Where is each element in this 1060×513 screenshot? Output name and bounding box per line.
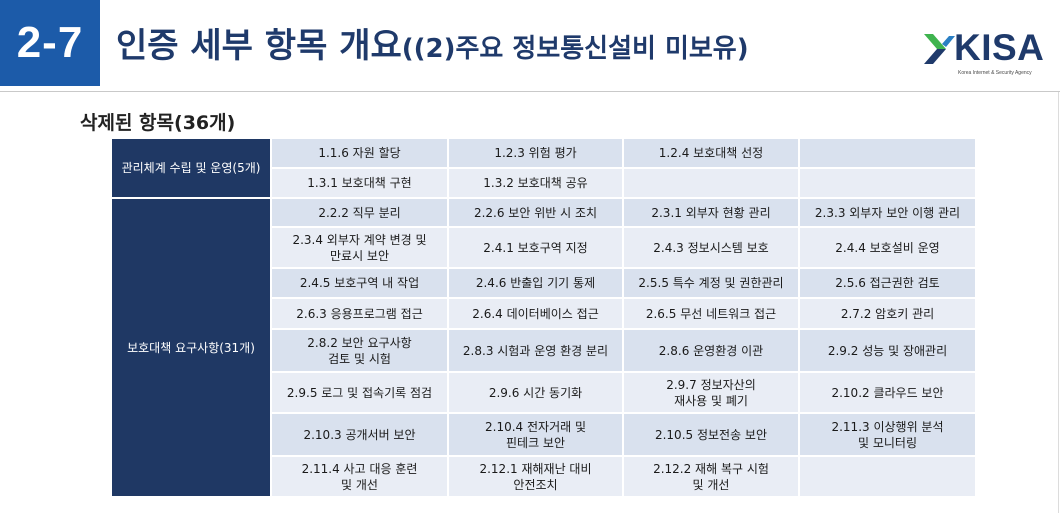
item-cell: 2.10.5 정보전송 보안 (622, 412, 800, 457)
logo-mark-navy-stroke (924, 49, 946, 64)
table-row: 2.3.4 외부자 계약 변경 및 만료시 보안 2.4.1 보호구역 지정 2.4… (111, 226, 977, 269)
item-cell: 2.8.2 보안 요구사항 검토 및 시험 (270, 328, 449, 373)
item-cell: 1.3.2 보호대책 공유 (447, 167, 624, 199)
item-cell: 2.9.2 성능 및 장애관리 (798, 328, 977, 373)
item-cell: 2.4.5 보호구역 내 작업 (270, 267, 449, 299)
table-row: 2.10.3 공개서버 보안 2.10.4 전자거래 및 핀테크 보안 2.10.5… (111, 412, 977, 457)
item-cell: 2.5.5 특수 계정 및 권한관리 (622, 267, 800, 299)
table-row: 2.6.3 응용프로그램 접근 2.6.4 데이터베이스 접근 2.6.5 무선 네… (111, 297, 977, 330)
table-row: 1.3.1 보호대책 구현 1.3.2 보호대책 공유 (111, 167, 977, 199)
item-cell: 2.7.2 암호키 관리 (798, 297, 977, 330)
item-cell: 2.9.6 시간 동기화 (447, 371, 624, 414)
item-cell: 2.3.4 외부자 계약 변경 및 만료시 보안 (270, 226, 449, 269)
deleted-items-table: 관리체계 수립 및 운영(5개) 1.1.6 자원 할당 1.2.3 위험 평가 1.… (110, 137, 977, 498)
logo-mark-blue-accent (942, 36, 955, 47)
item-cell: 2.8.6 운영환경 이관 (622, 328, 800, 373)
item-cell: 2.6.3 응용프로그램 접근 (270, 297, 449, 330)
table-row: 보호대책 요구사항(31개) 2.2.2 직무 분리 2.2.6 보안 위반 시 조… (110, 197, 977, 498)
item-cell: 2.6.4 데이터베이스 접근 (447, 297, 624, 330)
item-cell: 2.9.7 정보자산의 재사용 및 폐기 (622, 371, 800, 414)
logo-tagline: Korea Internet & Security Agency (958, 70, 1032, 76)
section-number: 2-7 (16, 18, 84, 67)
table-row: 2.8.2 보안 요구사항 검토 및 시험 2.8.3 시험과 운영 환경 분리 2… (111, 328, 977, 373)
section-number-box: 2-7 (0, 0, 100, 86)
table-row: 2.9.5 로그 및 접속기록 점검 2.9.6 시간 동기화 2.9.7 정보자산… (111, 371, 977, 414)
header-divider (0, 91, 1060, 92)
item-cell: 2.9.5 로그 및 접속기록 점검 (270, 371, 449, 414)
item-cell: 2.12.1 재해재난 대비 안전조치 (447, 455, 624, 498)
item-cell: 2.4.1 보호구역 지정 (447, 226, 624, 269)
item-cell: 2.4.3 정보시스템 보호 (622, 226, 800, 269)
item-cell: 2.2.2 직무 분리 (270, 197, 449, 228)
item-cell: 2.10.2 클라우드 보안 (798, 371, 977, 414)
section-heading: 삭제된 항목(36개) (80, 112, 236, 134)
table-row: 2.4.5 보호구역 내 작업 2.4.6 반출입 기기 통제 2.5.5 특수 계… (111, 267, 977, 299)
item-cell: 1.1.6 자원 할당 (270, 137, 449, 169)
kisa-logo-mark-icon (924, 34, 955, 64)
group-header-cell: 관리체계 수립 및 운영(5개) (110, 137, 272, 199)
table-row: 2.11.4 사고 대응 훈련 및 개선 2.12.1 재해재난 대비 안전조치 2… (111, 455, 977, 498)
item-cell: 2.5.6 접근권한 검토 (798, 267, 977, 299)
item-cell: 1.2.3 위험 평가 (447, 137, 624, 169)
table-body: 관리체계 수립 및 운영(5개) 1.1.6 자원 할당 1.2.3 위험 평가 1.… (110, 137, 977, 498)
kisa-logo: KISA Korea Internet & Security Agency (922, 24, 1050, 80)
table-row: 관리체계 수립 및 운영(5개) 1.1.6 자원 할당 1.2.3 위험 평가 1.… (110, 137, 977, 199)
logo-mark-green-stroke (924, 34, 946, 49)
page-title: 인증 세부 항목 개요((2)주요 정보통신설비 미보유) (116, 24, 749, 74)
item-cell: 2.4.4 보호설비 운영 (798, 226, 977, 269)
item-cell: 2.11.4 사고 대응 훈련 및 개선 (270, 455, 449, 498)
item-cell: 2.4.6 반출입 기기 통제 (447, 267, 624, 299)
item-cell: 2.6.5 무선 네트워크 접근 (622, 297, 800, 330)
empty-cell (798, 167, 977, 199)
empty-cell (622, 167, 800, 199)
group-header-cell: 보호대책 요구사항(31개) (110, 197, 272, 498)
slide-right-border (1058, 92, 1059, 513)
item-cell: 2.2.6 보안 위반 시 조치 (447, 197, 624, 228)
item-cell: 2.12.2 재해 복구 시험 및 개선 (622, 455, 800, 498)
item-cell: 2.3.3 외부자 보안 이행 관리 (798, 197, 977, 228)
empty-cell (798, 137, 977, 169)
logo-wordmark: KISA (954, 27, 1045, 68)
item-cell: 2.10.4 전자거래 및 핀테크 보안 (447, 412, 624, 457)
page-title-main: 인증 세부 항목 개요 (116, 26, 402, 66)
empty-cell (798, 455, 977, 498)
page-title-sub: ((2)주요 정보통신설비 미보유) (401, 34, 749, 64)
item-cell: 2.8.3 시험과 운영 환경 분리 (447, 328, 624, 373)
item-cell: 1.2.4 보호대책 선정 (622, 137, 800, 169)
item-cell: 2.3.1 외부자 현황 관리 (622, 197, 800, 228)
item-cell: 1.3.1 보호대책 구현 (270, 167, 449, 199)
item-cell: 2.11.3 이상행위 분석 및 모니터링 (798, 412, 977, 457)
item-cell: 2.10.3 공개서버 보안 (270, 412, 449, 457)
